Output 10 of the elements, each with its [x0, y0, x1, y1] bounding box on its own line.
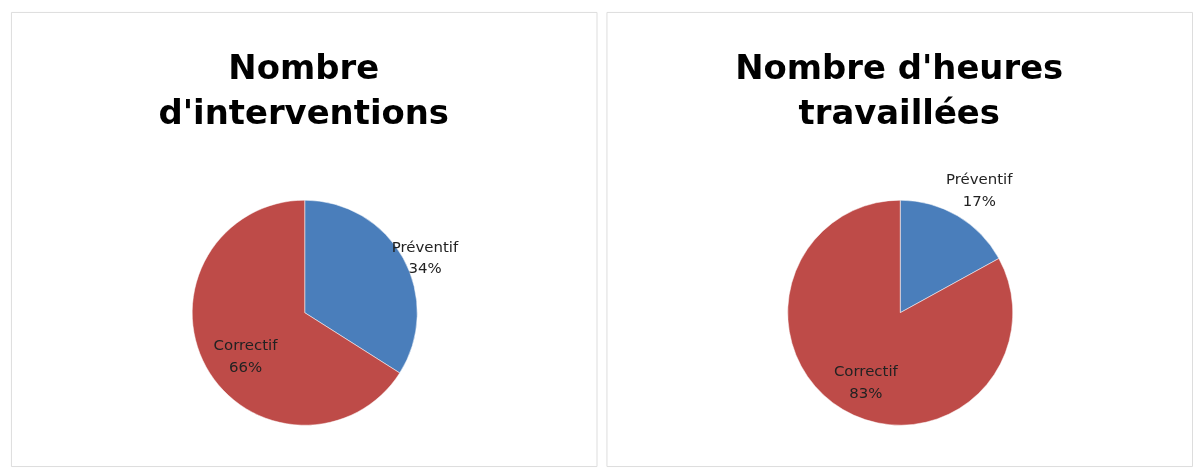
slice-label: Correctif [213, 336, 279, 355]
slice-label: Préventif [946, 169, 1014, 188]
slice-label: Correctif [833, 361, 899, 380]
data-label: 34% [408, 259, 442, 278]
data-label: 17% [962, 191, 996, 210]
data-label: 83% [849, 383, 883, 402]
data-label: 66% [228, 358, 263, 377]
chart-title: Nombre d'interventions [158, 47, 449, 133]
chart-title: Nombre d'heures travaillées [735, 47, 1064, 133]
slice-label: Préventif [391, 237, 459, 256]
